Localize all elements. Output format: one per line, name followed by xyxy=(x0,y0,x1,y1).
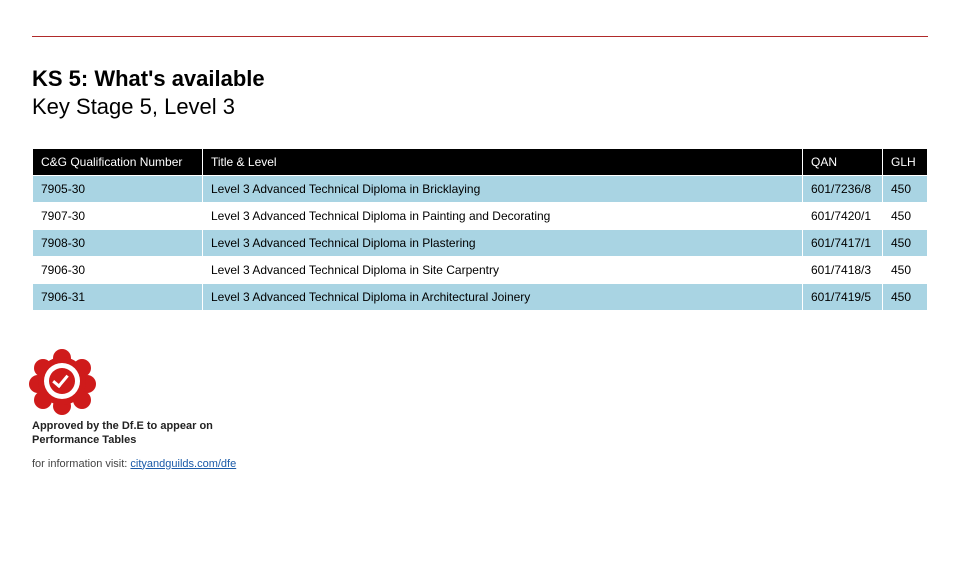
cell-qan: 601/7419/5 xyxy=(803,284,883,311)
cell-glh: 450 xyxy=(883,230,928,257)
approval-info-prefix: for information visit: xyxy=(32,458,130,470)
table-body: 7905-30 Level 3 Advanced Technical Diplo… xyxy=(33,176,928,311)
top-divider xyxy=(32,36,928,37)
heading-line2: Key Stage 5, Level 3 xyxy=(32,93,928,121)
cell-title: Level 3 Advanced Technical Diploma in Pl… xyxy=(203,230,803,257)
approval-title: Approved by the Df.E to appear on Perfor… xyxy=(32,419,262,448)
cell-title: Level 3 Advanced Technical Diploma in Br… xyxy=(203,176,803,203)
table-row: 7906-31 Level 3 Advanced Technical Diplo… xyxy=(33,284,928,311)
table-header-row: C&G Qualification Number Title & Level Q… xyxy=(33,149,928,176)
col-header-title: Title & Level xyxy=(203,149,803,176)
col-header-glh: GLH xyxy=(883,149,928,176)
cell-glh: 450 xyxy=(883,203,928,230)
col-header-qan: QAN xyxy=(803,149,883,176)
approval-block: Approved by the Df.E to appear on Perfor… xyxy=(32,351,262,470)
cell-title: Level 3 Advanced Technical Diploma in Pa… xyxy=(203,203,803,230)
cell-title: Level 3 Advanced Technical Diploma in Ar… xyxy=(203,284,803,311)
cell-qan: 601/7420/1 xyxy=(803,203,883,230)
cell-number: 7906-30 xyxy=(33,257,203,284)
cell-number: 7907-30 xyxy=(33,203,203,230)
table-row: 7905-30 Level 3 Advanced Technical Diplo… xyxy=(33,176,928,203)
approval-link[interactable]: cityandguilds.com/dfe xyxy=(130,458,236,470)
page-heading: KS 5: What's available Key Stage 5, Leve… xyxy=(32,65,928,120)
cell-title: Level 3 Advanced Technical Diploma in Si… xyxy=(203,257,803,284)
table-row: 7908-30 Level 3 Advanced Technical Diplo… xyxy=(33,230,928,257)
approval-seal-icon xyxy=(32,351,92,411)
cell-glh: 450 xyxy=(883,176,928,203)
checkmark-icon xyxy=(49,368,75,394)
col-header-number: C&G Qualification Number xyxy=(33,149,203,176)
cell-qan: 601/7417/1 xyxy=(803,230,883,257)
cell-number: 7908-30 xyxy=(33,230,203,257)
approval-info: for information visit: cityandguilds.com… xyxy=(32,458,262,470)
table-row: 7906-30 Level 3 Advanced Technical Diplo… xyxy=(33,257,928,284)
heading-line1: KS 5: What's available xyxy=(32,65,928,93)
qualifications-table: C&G Qualification Number Title & Level Q… xyxy=(32,148,928,311)
cell-qan: 601/7236/8 xyxy=(803,176,883,203)
cell-number: 7906-31 xyxy=(33,284,203,311)
cell-glh: 450 xyxy=(883,284,928,311)
table-row: 7907-30 Level 3 Advanced Technical Diplo… xyxy=(33,203,928,230)
cell-number: 7905-30 xyxy=(33,176,203,203)
cell-qan: 601/7418/3 xyxy=(803,257,883,284)
cell-glh: 450 xyxy=(883,257,928,284)
